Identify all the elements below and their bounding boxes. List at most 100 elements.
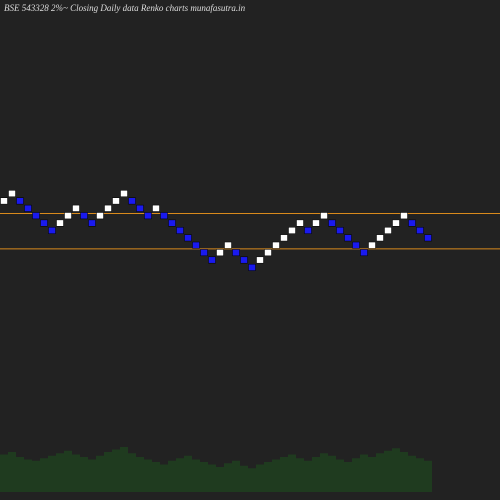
- volume-bar: [344, 462, 352, 492]
- down-brick: [160, 212, 168, 220]
- volume-bar: [216, 467, 224, 492]
- volume-bar: [224, 463, 232, 492]
- up-brick: [64, 212, 72, 220]
- down-brick: [200, 249, 208, 257]
- up-brick: [72, 204, 80, 212]
- volume-bar: [152, 462, 160, 492]
- volume-bar: [288, 454, 296, 492]
- volume-bar: [160, 464, 168, 492]
- volume-bar: [424, 460, 432, 492]
- down-brick: [208, 256, 216, 264]
- up-brick: [120, 190, 128, 197]
- down-brick: [192, 241, 200, 249]
- volume-bar: [392, 448, 400, 492]
- up-brick: [96, 212, 104, 220]
- volume-bar: [328, 455, 336, 492]
- volume-bar: [248, 468, 256, 492]
- up-brick: [256, 256, 264, 264]
- down-brick: [352, 241, 360, 249]
- volume-bar: [136, 457, 144, 492]
- up-brick: [392, 219, 400, 227]
- down-brick: [344, 234, 352, 242]
- up-brick: [216, 249, 224, 257]
- up-brick: [0, 197, 8, 205]
- volume-bar: [88, 459, 96, 492]
- down-brick: [240, 256, 248, 264]
- down-brick: [136, 204, 144, 212]
- volume-bar: [32, 460, 40, 492]
- up-brick: [296, 219, 304, 227]
- down-brick: [128, 197, 136, 205]
- volume-bar: [304, 460, 312, 492]
- up-brick: [264, 249, 272, 257]
- volume-bar: [232, 460, 240, 492]
- down-brick: [184, 234, 192, 242]
- down-brick: [328, 219, 336, 227]
- volume-bar: [24, 459, 32, 492]
- down-brick: [336, 227, 344, 234]
- volume-bar: [264, 462, 272, 492]
- volume-bar: [384, 450, 392, 492]
- down-brick: [32, 212, 40, 220]
- volume-bar: [296, 458, 304, 492]
- volume-bar: [336, 459, 344, 492]
- down-brick: [416, 227, 424, 234]
- up-brick: [376, 234, 384, 242]
- volume-bar: [144, 459, 152, 492]
- volume-bar: [112, 449, 120, 492]
- volume-bar: [128, 453, 136, 492]
- volume-bar: [64, 450, 72, 492]
- volume-bar: [72, 454, 80, 492]
- chart-title: BSE 543328 2%~ Closing Daily data Renko …: [4, 3, 246, 13]
- volume-bar: [120, 447, 128, 492]
- down-brick: [40, 219, 48, 227]
- volume-bar: [416, 458, 424, 492]
- down-brick: [360, 249, 368, 257]
- down-brick: [80, 212, 88, 220]
- down-brick: [232, 249, 240, 257]
- up-brick: [104, 204, 112, 212]
- up-brick: [312, 219, 320, 227]
- up-brick: [288, 227, 296, 234]
- up-brick: [224, 241, 232, 249]
- volume-bar: [368, 457, 376, 492]
- up-brick: [400, 212, 408, 220]
- volume-bar: [96, 455, 104, 492]
- down-brick: [424, 234, 432, 242]
- volume-bar: [16, 457, 24, 492]
- down-brick: [24, 204, 32, 212]
- volume-bar: [352, 458, 360, 492]
- down-brick: [176, 227, 184, 234]
- down-brick: [304, 227, 312, 234]
- volume-bar: [272, 459, 280, 492]
- volume-bar: [0, 454, 8, 492]
- up-brick: [320, 212, 328, 220]
- up-brick: [280, 234, 288, 242]
- volume-bar: [192, 459, 200, 492]
- down-brick: [248, 263, 256, 271]
- volume-bar: [400, 452, 408, 492]
- volume-bar: [320, 453, 328, 492]
- volume-bar: [256, 464, 264, 492]
- volume-bar: [176, 458, 184, 492]
- down-brick: [16, 197, 24, 205]
- up-brick: [384, 227, 392, 234]
- down-brick: [144, 212, 152, 220]
- volume-bar: [208, 464, 216, 492]
- up-brick: [152, 204, 160, 212]
- up-brick: [56, 219, 64, 227]
- volume-bar: [200, 462, 208, 492]
- volume-bar: [48, 455, 56, 492]
- up-brick: [112, 197, 120, 205]
- volume-bar: [56, 453, 64, 492]
- volume-bar: [168, 460, 176, 492]
- volume-bar: [408, 455, 416, 492]
- volume-bar: [184, 455, 192, 492]
- down-brick: [88, 219, 96, 227]
- down-brick: [48, 227, 56, 234]
- volume-bar: [280, 457, 288, 492]
- volume-bar: [376, 453, 384, 492]
- up-brick: [368, 241, 376, 249]
